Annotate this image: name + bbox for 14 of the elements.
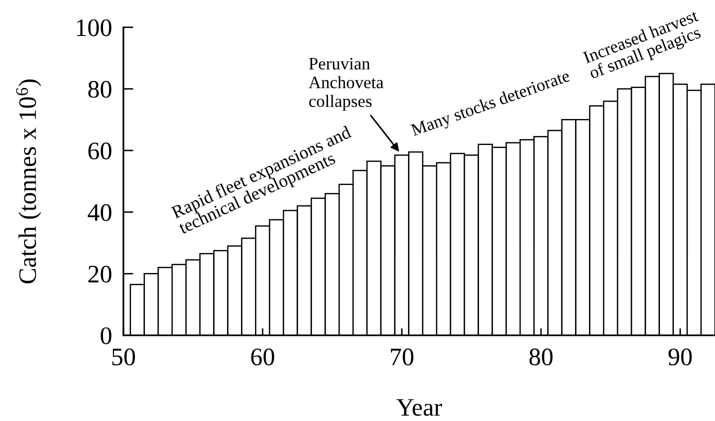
- x-tick-label: 50: [112, 348, 135, 366]
- y-tick-label: 20: [88, 266, 112, 283]
- y-tick-label: 100: [76, 19, 112, 36]
- annotation: Peruvian Anchoveta collapses: [308, 58, 384, 111]
- y-tick-label: 0: [100, 327, 112, 344]
- y-axis-title: Catch (tonnes x 10$^{6}$): [16, 79, 42, 284]
- y-tick-label: 40: [88, 204, 112, 222]
- x-tick-label: 70: [390, 348, 414, 366]
- x-axis-title: Year: [396, 399, 442, 416]
- y-tick-label: 60: [88, 142, 112, 160]
- x-tick-label: 90: [668, 348, 692, 366]
- x-tick-label: 80: [529, 348, 553, 366]
- x-tick-label: 60: [251, 348, 274, 366]
- y-tick-label: 80: [88, 80, 112, 98]
